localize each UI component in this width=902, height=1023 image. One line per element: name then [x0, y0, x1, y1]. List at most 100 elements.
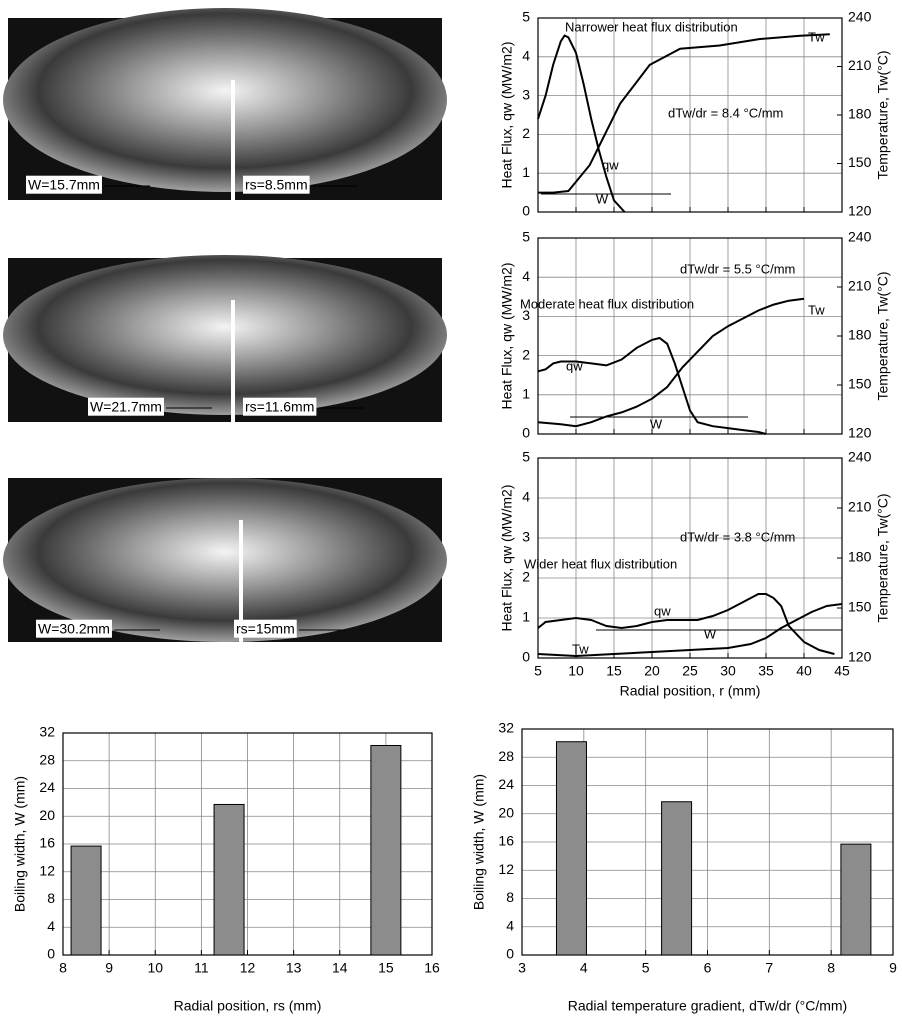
x-tick-label: 8	[59, 960, 67, 976]
x-tick-label: 14	[332, 960, 348, 976]
y-tick-label: 24	[498, 776, 514, 792]
y-tick-label: 0	[522, 203, 530, 219]
y2-tick-label: 150	[848, 376, 872, 392]
bar	[555, 741, 587, 956]
photo-2	[3, 255, 447, 422]
x-axis-label: Radial temperature gradient, dTw/dr (°C/…	[568, 998, 847, 1014]
y-tick-label: 28	[39, 751, 55, 767]
y-tick-label: 0	[506, 946, 514, 962]
x-tick-label: 5	[534, 663, 542, 679]
y-tick-label: 24	[39, 779, 55, 795]
line-series	[537, 336, 767, 435]
photo-1	[3, 8, 447, 200]
y-tick-label: 5	[522, 229, 530, 245]
photo-label: rs=8.5mm	[245, 177, 308, 193]
label-background	[234, 619, 297, 638]
y2-tick-label: 150	[848, 599, 872, 615]
annotation: dTw/dr = 3.8 °C/mm	[680, 529, 795, 544]
photo-label: rs=11.6mm	[245, 399, 314, 415]
y-tick-label: 16	[498, 833, 514, 849]
x-tick-label: 10	[568, 663, 584, 679]
annotation: qw	[654, 603, 671, 618]
annotation: Narrower heat flux distribution	[565, 19, 738, 34]
y-tick-label: 8	[506, 889, 514, 905]
y-tick-label: 20	[498, 804, 514, 820]
y2-axis-label: Temperature, Tw(°C)	[875, 50, 891, 179]
y2-tick-label: 180	[848, 327, 872, 343]
annotation: Wider heat flux distribution	[524, 556, 677, 571]
photo-label: W=21.7mm	[90, 399, 162, 415]
y-tick-label: 5	[522, 9, 530, 25]
y2-tick-label: 120	[848, 649, 872, 665]
y-axis-label: Boiling width, W (mm)	[12, 776, 28, 912]
y-tick-label: 16	[39, 835, 55, 851]
annotation: dTw/dr = 5.5 °C/mm	[680, 261, 795, 276]
label-background	[26, 175, 102, 194]
photo-label: W=15.7mm	[28, 177, 100, 193]
x-tick-label: 16	[424, 960, 440, 976]
y-tick-label: 2	[522, 125, 530, 141]
bar	[70, 845, 102, 956]
y-tick-label: 32	[498, 720, 514, 736]
annotation: Tw	[572, 641, 589, 656]
y-tick-label: 1	[522, 609, 530, 625]
annotation: W	[650, 416, 663, 431]
y-tick-label: 12	[498, 861, 514, 877]
y-tick-label: 4	[522, 268, 530, 284]
x-tick-label: 45	[834, 663, 850, 679]
line-series	[537, 34, 626, 213]
x-tick-label: 15	[606, 663, 622, 679]
line-series	[537, 603, 843, 658]
y2-axis-label: Temperature, Tw(°C)	[875, 493, 891, 622]
y-tick-label: 0	[522, 649, 530, 665]
y-tick-label: 0	[47, 946, 55, 962]
annotation: W	[704, 626, 717, 641]
y2-tick-label: 210	[848, 57, 872, 73]
y-axis-label: Heat Flux, qw (MW/m2)	[499, 41, 515, 188]
x-tick-label: 4	[580, 960, 588, 976]
x-tick-label: 8	[827, 960, 835, 976]
x-tick-label: 12	[240, 960, 256, 976]
x-tick-label: 3	[518, 960, 526, 976]
label-background	[243, 397, 317, 416]
bar	[370, 744, 402, 956]
line-series	[537, 297, 805, 428]
y2-tick-label: 120	[848, 425, 872, 441]
x-tick-label: 15	[378, 960, 394, 976]
y2-tick-label: 180	[848, 106, 872, 122]
y-axis-label: Boiling width, W (mm)	[471, 774, 487, 910]
y-axis-label: Heat Flux, qw (MW/m2)	[499, 262, 515, 409]
annotation: qw	[566, 358, 583, 373]
x-tick-label: 9	[105, 960, 113, 976]
y2-tick-label: 210	[848, 499, 872, 515]
y2-tick-label: 240	[848, 449, 872, 465]
x-tick-label: 9	[889, 960, 897, 976]
x-tick-label: 13	[286, 960, 302, 976]
y-tick-label: 1	[522, 164, 530, 180]
y-tick-label: 3	[522, 529, 530, 545]
photo-3	[3, 478, 447, 642]
x-axis-label: Radial position, r (mm)	[620, 683, 761, 699]
x-tick-label: 11	[194, 960, 209, 976]
plot-frame	[62, 732, 433, 956]
annotation: dTw/dr = 8.4 °C/mm	[668, 105, 783, 120]
y-tick-label: 8	[47, 890, 55, 906]
y-tick-label: 4	[506, 917, 514, 933]
y-tick-label: 32	[39, 724, 55, 740]
y-tick-label: 20	[39, 807, 55, 823]
x-tick-label: 40	[796, 663, 812, 679]
label-background	[243, 175, 310, 194]
y2-tick-label: 210	[848, 278, 872, 294]
label-background	[88, 397, 164, 416]
annotation: Tw	[808, 29, 825, 44]
x-tick-label: 25	[682, 663, 698, 679]
y-tick-label: 3	[522, 86, 530, 102]
bar	[661, 801, 693, 956]
y-tick-label: 12	[39, 862, 55, 878]
y-tick-label: 28	[498, 748, 514, 764]
y2-tick-label: 240	[848, 229, 872, 245]
y-tick-label: 4	[47, 918, 55, 934]
x-axis-label: Radial position, rs (mm)	[174, 998, 322, 1014]
y-tick-label: 1	[522, 386, 530, 402]
